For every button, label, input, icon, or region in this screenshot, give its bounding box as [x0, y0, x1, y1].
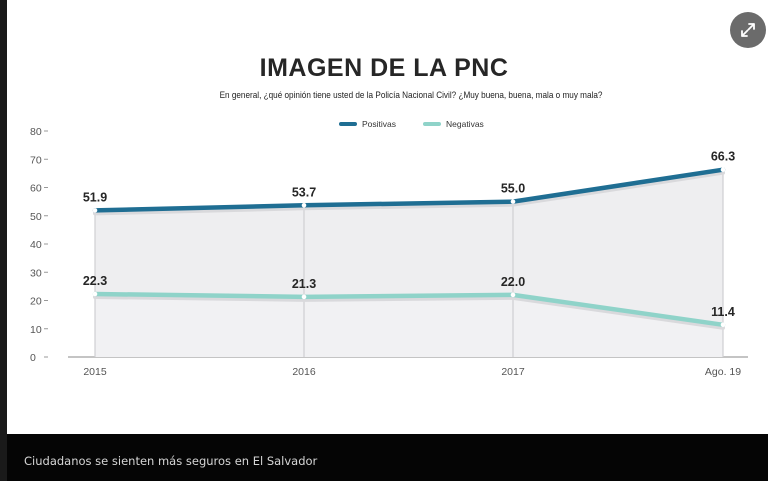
- series-negativas-point: [301, 294, 307, 300]
- chart-svg: 80 70 60 50 40 30 20 10 0 2015 2016 2017 Ago. 19 51.9…: [30, 119, 748, 378]
- series-positivas-shadow: [93, 170, 725, 216]
- series-negativas-point: [510, 292, 516, 298]
- x-tick-label: Ago. 19: [705, 366, 741, 378]
- series-positivas-point: [720, 167, 726, 173]
- series-negativas-data-label: 11.4: [711, 305, 735, 319]
- series-negativas-data-label: 22.3: [83, 274, 107, 288]
- y-tick-label: 30: [30, 267, 42, 279]
- y-tick-label: 0: [30, 352, 36, 364]
- series-negativas-data-label: 21.3: [292, 277, 316, 291]
- expand-arrows-icon: [741, 23, 755, 37]
- y-tick-label: 50: [30, 211, 42, 223]
- y-tick-label: 60: [30, 183, 42, 195]
- expand-button[interactable]: [730, 12, 766, 48]
- series-positivas-data-label: 51.9: [83, 190, 107, 204]
- caption-bar: Ciudadanos se sienten más seguros en El …: [7, 434, 768, 481]
- legend-label-positivas: Positivas: [362, 119, 396, 129]
- series-positivas-point: [510, 199, 516, 204]
- x-tick-label: 2017: [501, 366, 525, 378]
- area-under-negativas: [95, 294, 723, 357]
- series-positivas-point: [92, 208, 98, 213]
- series-negativas-data-label: 22.0: [501, 275, 525, 289]
- y-tick-label: 70: [30, 154, 42, 166]
- series-positivas-data-label: 66.3: [711, 150, 735, 164]
- series-positivas-data-label: 55.0: [501, 182, 525, 196]
- x-tick-label: 2016: [292, 366, 316, 378]
- series-negativas-shadow: [93, 295, 725, 330]
- series-positivas-line: [92, 167, 726, 213]
- chart-subtitle: En general, ¿qué opinión tiene usted de …: [219, 90, 603, 101]
- series-negativas-point: [720, 322, 726, 328]
- y-tick-label: 40: [30, 239, 42, 251]
- caption-text: Ciudadanos se sienten más seguros en El …: [24, 454, 318, 468]
- series-positivas-point: [301, 202, 307, 208]
- y-tick-label: 10: [30, 324, 42, 336]
- y-tick-label: 80: [30, 126, 42, 138]
- y-tick-label: 20: [30, 296, 42, 308]
- series-negativas-line: [92, 291, 726, 328]
- series-positivas-data-label: 53.7: [292, 185, 316, 199]
- left-border-bar: [0, 0, 7, 481]
- chart-title: IMAGEN DE LA PNC: [259, 54, 509, 82]
- series-negativas-point: [92, 291, 98, 297]
- x-tick-label: 2015: [83, 366, 107, 378]
- legend-label-negativas: Negativas: [446, 119, 484, 129]
